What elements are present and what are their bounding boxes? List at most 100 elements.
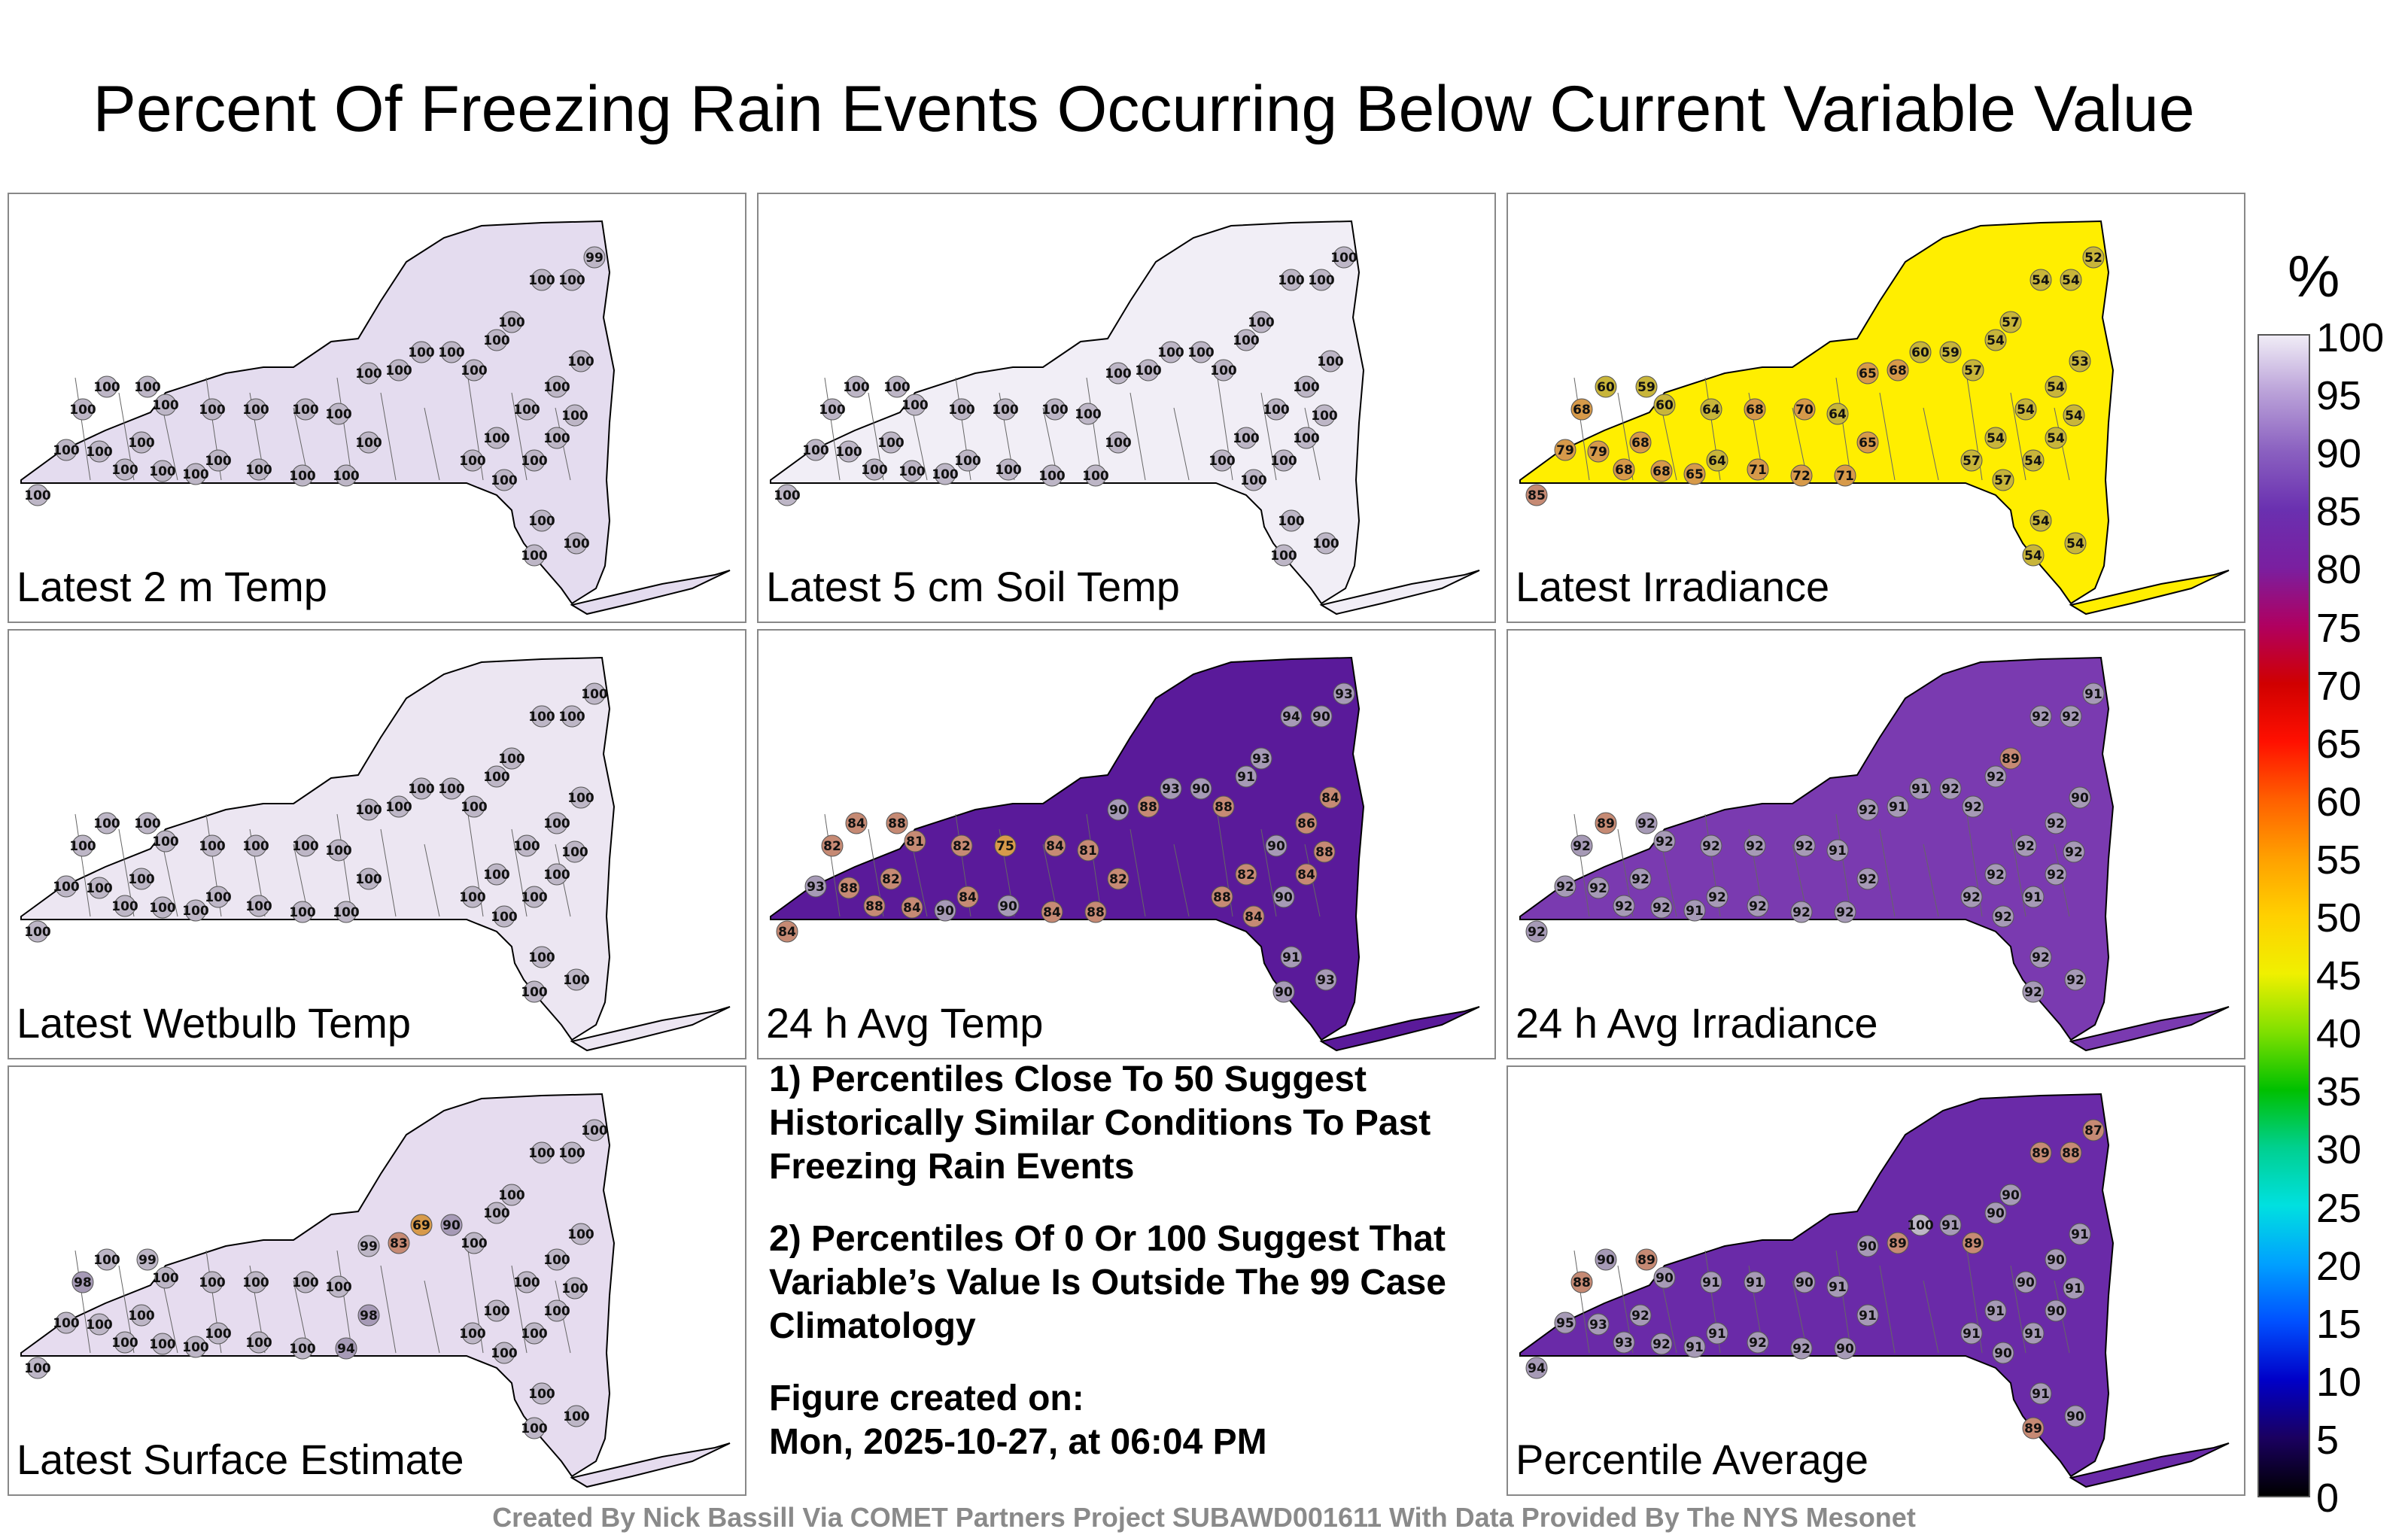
station-dot — [1044, 834, 1066, 857]
station-value: 84 — [1321, 791, 1339, 806]
station-dot — [1706, 449, 1728, 472]
station-value: 100 — [948, 403, 975, 418]
county-line — [1086, 813, 1102, 917]
station-dot — [1107, 798, 1130, 821]
station-value: 100 — [242, 403, 269, 418]
station-value: 91 — [2071, 1227, 2089, 1242]
station-dot — [570, 1223, 592, 1245]
station-value: 100 — [289, 1342, 316, 1357]
station-value: 81 — [906, 834, 924, 850]
station-dot — [1280, 269, 1303, 291]
station-value: 100 — [93, 380, 120, 395]
station-dot — [1272, 544, 1295, 567]
station-dot — [570, 350, 592, 372]
station-dot — [1272, 449, 1295, 472]
station-value: 100 — [459, 454, 486, 469]
station-value: 91 — [2065, 1281, 2083, 1296]
station-dot — [1613, 895, 1635, 917]
station-dot — [1265, 398, 1288, 421]
county-line — [1086, 377, 1102, 481]
station-value: 89 — [1637, 1253, 1655, 1268]
station-dot — [1887, 795, 1909, 818]
station-dot — [1313, 840, 1336, 863]
station-dot — [1909, 777, 1932, 800]
station-dot — [776, 484, 798, 506]
station-dot — [154, 394, 177, 416]
station-dot — [485, 427, 508, 449]
notes: 1) Percentiles Close To 50 Suggest Histo… — [769, 1058, 1476, 1464]
station-value: 98 — [74, 1275, 92, 1290]
station-value: 88 — [1087, 905, 1105, 920]
station-dot — [154, 830, 177, 853]
note-1: 1) Percentiles Close To 50 Suggest Histo… — [769, 1059, 1431, 1187]
station-dot — [950, 834, 973, 857]
station-dot — [291, 464, 314, 487]
station-value: 100 — [543, 816, 570, 831]
station-dot — [1962, 1232, 1984, 1254]
colorbar-tick: 35 — [2316, 1069, 2362, 1115]
station-value: 89 — [2032, 1146, 2050, 1161]
station-value: 91 — [1889, 800, 1907, 815]
station-value: 94 — [337, 1342, 355, 1357]
station-value: 88 — [1573, 1275, 1591, 1290]
station-value: 92 — [1652, 901, 1671, 916]
station-dot — [531, 1382, 553, 1405]
station-dot — [2022, 1322, 2045, 1345]
station-value: 91 — [1702, 1275, 1720, 1290]
station-value: 100 — [333, 905, 360, 920]
station-dot — [565, 1405, 588, 1427]
station-dot — [1887, 359, 1909, 381]
station-value: 90 — [1312, 710, 1330, 725]
station-value: 92 — [1792, 905, 1811, 920]
station-value: 90 — [936, 904, 954, 919]
station-dot — [2022, 1417, 2045, 1439]
station-dot — [136, 812, 159, 834]
station-value: 100 — [1312, 536, 1339, 552]
station-value: 84 — [1046, 839, 1064, 854]
station-value: 91 — [1941, 1218, 1960, 1233]
station-dot — [96, 1248, 118, 1271]
station-dot — [531, 269, 553, 291]
station-value: 100 — [521, 1327, 548, 1342]
state-outline — [1519, 656, 2115, 1041]
county-line — [380, 828, 397, 917]
station-value: 100 — [483, 770, 510, 785]
station-value: 100 — [835, 445, 862, 460]
station-value: 57 — [1963, 454, 1981, 469]
station-value: 100 — [1308, 273, 1335, 288]
station-dot — [294, 834, 317, 857]
county-line — [511, 1265, 528, 1354]
county-line — [1173, 407, 1190, 481]
station-value: 64 — [1829, 407, 1847, 422]
station-dot — [461, 1322, 484, 1345]
station-dot — [2060, 705, 2082, 728]
station-value: 100 — [205, 454, 232, 469]
station-dot — [1310, 705, 1333, 728]
station-dot — [1295, 812, 1318, 834]
station-dot — [1041, 464, 1063, 487]
station-dot — [1984, 863, 2007, 886]
station-dot — [523, 886, 546, 908]
station-value: 100 — [93, 1253, 120, 1268]
station-dot — [1570, 834, 1593, 857]
long-island-outline — [2069, 1442, 2230, 1488]
station-dot — [1992, 469, 2014, 491]
station-dot — [461, 449, 484, 472]
station-dot — [546, 863, 568, 886]
station-dot — [88, 440, 111, 463]
station-dot — [901, 460, 923, 482]
station-dot — [2029, 269, 2052, 291]
station-value: 54 — [2062, 273, 2080, 288]
station-dot — [207, 886, 230, 908]
station-dot — [1587, 877, 1610, 899]
station-value: 100 — [1082, 469, 1109, 484]
county-line — [162, 407, 178, 481]
station-value: 92 — [2032, 950, 2050, 965]
station-value: 100 — [1157, 345, 1184, 360]
station-value: 100 — [932, 467, 959, 482]
station-value: 68 — [1889, 363, 1907, 378]
station-dot — [291, 1337, 314, 1360]
county-line — [1923, 843, 1939, 917]
station-value: 100 — [498, 315, 525, 330]
station-value: 64 — [1702, 403, 1720, 418]
